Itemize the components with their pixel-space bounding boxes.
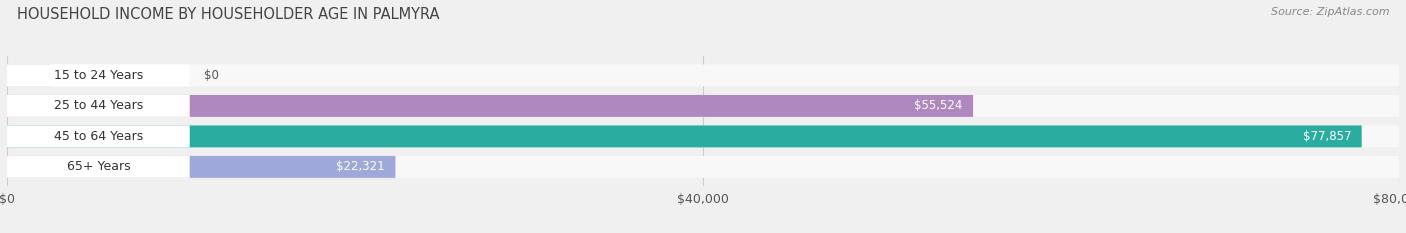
- FancyBboxPatch shape: [7, 156, 190, 178]
- FancyBboxPatch shape: [7, 95, 973, 117]
- Text: 45 to 64 Years: 45 to 64 Years: [53, 130, 143, 143]
- Text: $55,524: $55,524: [914, 99, 963, 112]
- FancyBboxPatch shape: [7, 125, 190, 147]
- Text: Source: ZipAtlas.com: Source: ZipAtlas.com: [1271, 7, 1389, 17]
- FancyBboxPatch shape: [7, 156, 395, 178]
- FancyBboxPatch shape: [7, 125, 1399, 147]
- FancyBboxPatch shape: [7, 95, 1399, 117]
- FancyBboxPatch shape: [7, 65, 1399, 86]
- FancyBboxPatch shape: [7, 95, 190, 117]
- FancyBboxPatch shape: [7, 65, 190, 86]
- Text: $0: $0: [204, 69, 218, 82]
- Text: $22,321: $22,321: [336, 160, 385, 173]
- Text: 15 to 24 Years: 15 to 24 Years: [53, 69, 143, 82]
- Text: HOUSEHOLD INCOME BY HOUSEHOLDER AGE IN PALMYRA: HOUSEHOLD INCOME BY HOUSEHOLDER AGE IN P…: [17, 7, 439, 22]
- Text: 25 to 44 Years: 25 to 44 Years: [53, 99, 143, 112]
- FancyBboxPatch shape: [7, 125, 1361, 147]
- FancyBboxPatch shape: [7, 65, 51, 86]
- Text: 65+ Years: 65+ Years: [66, 160, 131, 173]
- Text: $77,857: $77,857: [1303, 130, 1351, 143]
- FancyBboxPatch shape: [7, 156, 1399, 178]
